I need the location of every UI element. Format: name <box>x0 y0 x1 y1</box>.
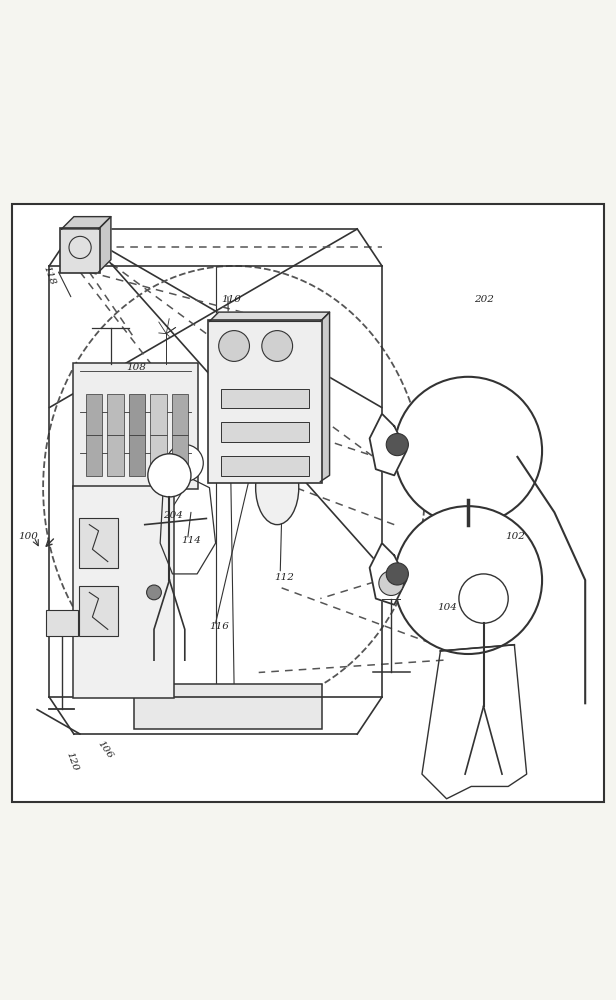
FancyBboxPatch shape <box>129 394 145 435</box>
Text: 114: 114 <box>182 536 201 545</box>
Polygon shape <box>62 217 111 229</box>
FancyBboxPatch shape <box>46 610 78 636</box>
Text: 116: 116 <box>209 622 229 631</box>
Circle shape <box>459 574 508 623</box>
Circle shape <box>147 585 161 600</box>
FancyBboxPatch shape <box>150 435 167 476</box>
FancyBboxPatch shape <box>208 320 322 483</box>
Circle shape <box>262 331 293 361</box>
FancyBboxPatch shape <box>221 456 309 476</box>
FancyBboxPatch shape <box>172 394 188 435</box>
Text: 112: 112 <box>274 572 294 582</box>
Circle shape <box>386 433 408 456</box>
Circle shape <box>166 445 203 482</box>
Polygon shape <box>320 312 330 482</box>
FancyBboxPatch shape <box>73 363 198 489</box>
Ellipse shape <box>256 451 299 525</box>
Text: 110: 110 <box>222 295 241 304</box>
FancyBboxPatch shape <box>107 394 124 435</box>
Text: 104: 104 <box>437 603 457 612</box>
FancyBboxPatch shape <box>79 586 118 636</box>
Circle shape <box>148 454 191 497</box>
FancyBboxPatch shape <box>107 435 124 476</box>
Circle shape <box>394 377 542 525</box>
Text: 100: 100 <box>18 532 38 541</box>
FancyBboxPatch shape <box>79 518 118 568</box>
Text: 204: 204 <box>163 511 183 520</box>
Polygon shape <box>209 312 330 321</box>
FancyBboxPatch shape <box>73 486 174 698</box>
Circle shape <box>379 571 403 595</box>
FancyBboxPatch shape <box>12 204 604 802</box>
Text: 202: 202 <box>474 295 494 304</box>
Text: 118: 118 <box>42 264 57 286</box>
FancyBboxPatch shape <box>221 389 309 408</box>
Circle shape <box>386 563 408 585</box>
Text: 108: 108 <box>126 363 146 372</box>
FancyBboxPatch shape <box>172 435 188 476</box>
Text: 106: 106 <box>95 739 114 760</box>
FancyBboxPatch shape <box>150 394 167 435</box>
Text: 102: 102 <box>505 532 525 541</box>
FancyBboxPatch shape <box>134 684 322 729</box>
FancyBboxPatch shape <box>60 228 100 273</box>
Polygon shape <box>370 543 407 605</box>
FancyBboxPatch shape <box>129 435 145 476</box>
Circle shape <box>394 506 542 654</box>
Polygon shape <box>99 217 111 272</box>
Polygon shape <box>370 414 407 475</box>
FancyBboxPatch shape <box>86 435 102 476</box>
Text: 120: 120 <box>65 751 80 773</box>
FancyBboxPatch shape <box>86 394 102 435</box>
Circle shape <box>219 331 249 361</box>
FancyBboxPatch shape <box>221 422 309 442</box>
